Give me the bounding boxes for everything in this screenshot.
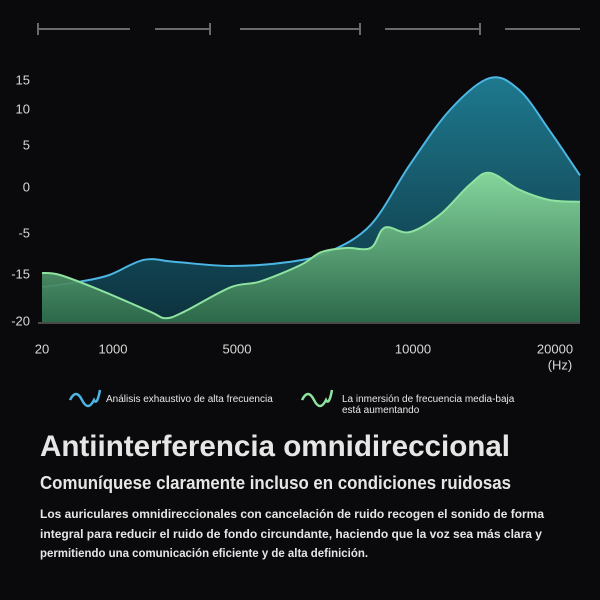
body-line: Los auriculares omnidireccionales con ca… [40,507,544,521]
line [41,171,581,320]
body-line: integral para reducir el ruido de fondo … [40,527,542,541]
x-tick-label: 20000 [537,341,573,356]
x-tick-label: 20 [35,341,49,356]
legend-swatch [68,389,102,408]
body-line: permitiendo una comunicación eficiente y… [40,546,368,560]
x-tick-label: 1000 [99,341,128,356]
x-tick-label: 10000 [395,341,431,356]
x-axis-label: (Hz) [548,357,573,372]
x-tick-label: 5000 [223,341,252,356]
legend-label: La inmersión de frecuencia media-baja es… [342,394,515,416]
y-tick-label: -20 [11,313,30,328]
legend-label: Análisis exhaustivo de alta frecuencia [106,394,273,405]
legend-swatch [300,389,334,408]
top-ruler [37,23,580,35]
y-tick-label: 5 [23,137,30,152]
y-tick-label: -5 [18,225,30,240]
subheadline: Comuníquese claramente incluso en condic… [40,473,511,493]
headline: Antiinterferencia omnidireccional [40,430,510,463]
y-tick-label: -15 [11,266,30,281]
y-tick-label: 10 [16,101,30,116]
y-tick-label: 0 [23,179,30,194]
y-tick-label: 15 [16,72,30,87]
